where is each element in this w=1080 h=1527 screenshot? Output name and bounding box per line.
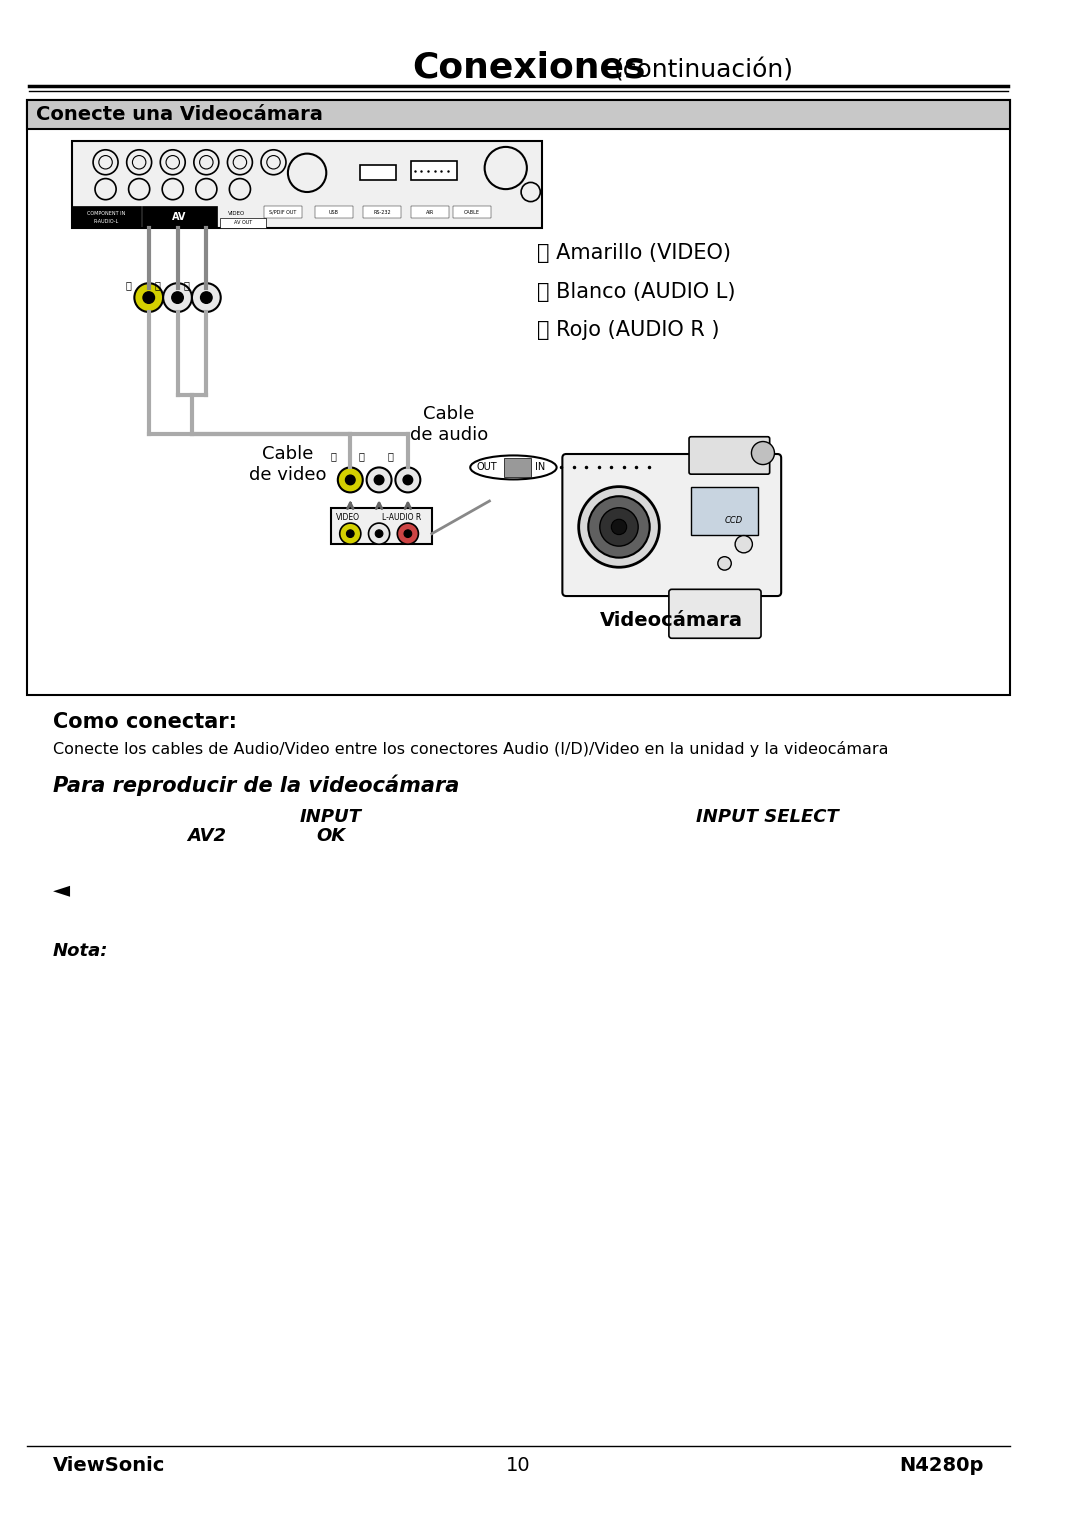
Bar — [410, 206, 449, 218]
Text: Videocámara: Videocámara — [600, 611, 743, 631]
Text: VIDEO: VIDEO — [228, 211, 245, 215]
Circle shape — [403, 475, 413, 484]
Text: Cable
de audio: Cable de audio — [410, 405, 488, 444]
Circle shape — [163, 282, 192, 312]
Text: INPUT: INPUT — [300, 808, 362, 826]
FancyBboxPatch shape — [563, 454, 781, 596]
Circle shape — [375, 530, 383, 538]
Text: INPUT SELECT: INPUT SELECT — [697, 808, 839, 826]
Text: N4280p: N4280p — [900, 1457, 984, 1475]
Circle shape — [366, 467, 392, 492]
FancyBboxPatch shape — [689, 437, 770, 475]
Bar — [363, 206, 401, 218]
Bar — [143, 206, 217, 228]
Text: COMPONENT IN: COMPONENT IN — [87, 211, 125, 215]
Circle shape — [404, 530, 411, 538]
Text: ⓨ Amarillo (VIDEO): ⓨ Amarillo (VIDEO) — [538, 243, 731, 264]
Text: R-AUDIO-L: R-AUDIO-L — [94, 220, 119, 224]
Circle shape — [599, 508, 638, 547]
Circle shape — [143, 292, 154, 304]
Text: CABLE: CABLE — [464, 209, 481, 215]
Text: ⓧ Rojo (AUDIO R ): ⓧ Rojo (AUDIO R ) — [538, 321, 720, 341]
Bar — [410, 162, 457, 180]
Text: Conexiones: Conexiones — [413, 50, 646, 84]
Circle shape — [752, 441, 774, 464]
FancyBboxPatch shape — [669, 589, 761, 638]
Text: Para reproducir de la videocámara: Para reproducir de la videocámara — [53, 774, 459, 796]
Bar — [314, 206, 353, 218]
Text: AV OUT: AV OUT — [233, 220, 252, 224]
Circle shape — [340, 524, 361, 544]
Text: Conecte una Videocámara: Conecte una Videocámara — [37, 105, 323, 124]
Text: VIDEO: VIDEO — [336, 513, 361, 522]
Text: AV2: AV2 — [187, 828, 226, 846]
Bar — [332, 508, 432, 544]
Text: ⓦ: ⓦ — [359, 450, 365, 461]
Circle shape — [611, 519, 626, 534]
Text: S/PDIF OUT: S/PDIF OUT — [269, 209, 297, 215]
Text: CCD: CCD — [725, 516, 743, 525]
Bar — [72, 206, 141, 228]
Text: IN: IN — [536, 463, 545, 472]
Circle shape — [338, 467, 363, 492]
Circle shape — [134, 282, 163, 312]
Text: L-AUDIO R: L-AUDIO R — [381, 513, 421, 522]
Circle shape — [346, 475, 355, 484]
Bar — [264, 206, 302, 218]
Circle shape — [201, 292, 212, 304]
Bar — [691, 487, 758, 534]
Text: 10: 10 — [505, 1457, 530, 1475]
Text: OUT: OUT — [476, 463, 497, 472]
Text: OK: OK — [316, 828, 346, 846]
Circle shape — [347, 530, 354, 538]
Text: Como conectar:: Como conectar: — [53, 712, 237, 731]
Text: ⓦ Blanco (AUDIO L): ⓦ Blanco (AUDIO L) — [538, 282, 735, 302]
Bar — [219, 218, 266, 228]
Text: RS-232: RS-232 — [373, 209, 391, 215]
Text: AIR: AIR — [426, 209, 434, 215]
Text: Nota:: Nota: — [53, 942, 108, 960]
Circle shape — [735, 536, 753, 553]
Circle shape — [395, 467, 420, 492]
Circle shape — [172, 292, 184, 304]
Text: AV: AV — [173, 212, 187, 221]
Circle shape — [375, 475, 383, 484]
Text: ⓨ: ⓨ — [125, 279, 132, 290]
Text: ⓧ: ⓧ — [388, 450, 393, 461]
Bar — [453, 206, 491, 218]
Text: ViewSonic: ViewSonic — [53, 1457, 165, 1475]
Text: (continuación): (continuación) — [615, 58, 794, 82]
Circle shape — [368, 524, 390, 544]
Bar — [27, 99, 1010, 128]
Text: USB: USB — [329, 209, 339, 215]
Circle shape — [397, 524, 418, 544]
Bar — [72, 140, 542, 228]
Bar — [360, 165, 396, 180]
Text: Cable
de video: Cable de video — [249, 446, 326, 484]
Text: ◄: ◄ — [53, 880, 70, 899]
Text: ⓧ: ⓧ — [184, 279, 189, 290]
Circle shape — [579, 487, 659, 567]
Bar — [504, 458, 530, 476]
Circle shape — [718, 557, 731, 570]
Circle shape — [589, 496, 650, 557]
Text: ⓦ: ⓦ — [154, 279, 160, 290]
Text: ⓨ: ⓨ — [330, 450, 336, 461]
Text: Conecte los cables de Audio/Video entre los conectores Audio (I/D)/Video en la u: Conecte los cables de Audio/Video entre … — [53, 741, 888, 757]
Circle shape — [192, 282, 220, 312]
Ellipse shape — [470, 455, 556, 479]
Bar — [27, 99, 1010, 695]
